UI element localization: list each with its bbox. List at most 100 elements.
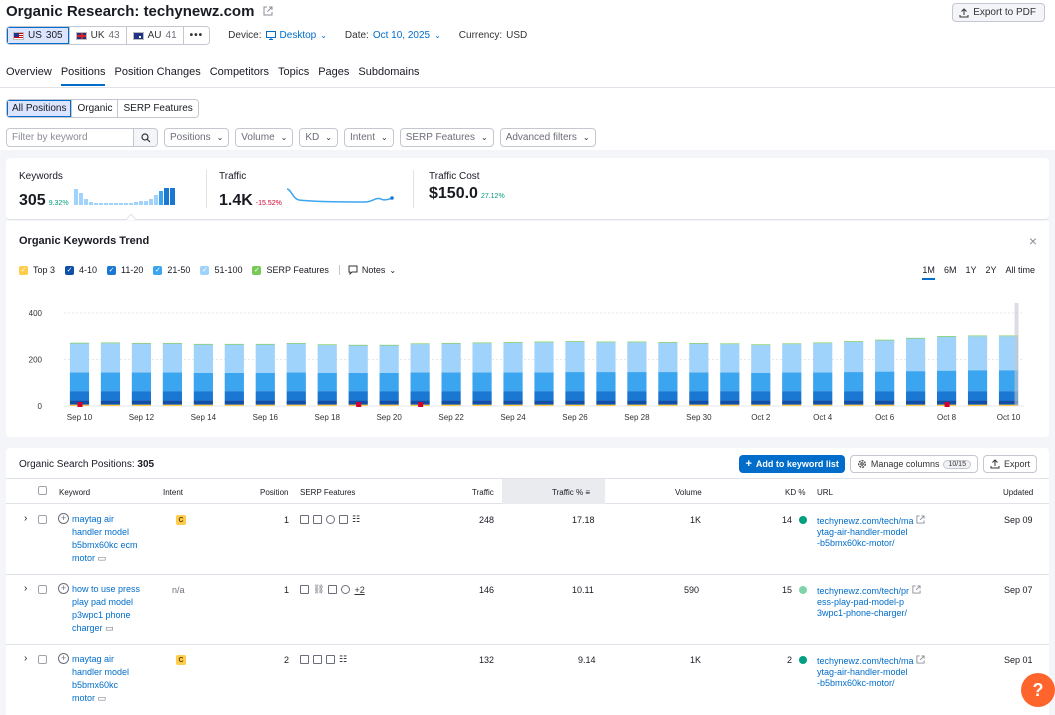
db-us-button[interactable]: US 305 xyxy=(7,27,70,44)
expand-row-icon[interactable]: › xyxy=(24,653,28,664)
range-1m[interactable]: 1M xyxy=(922,265,935,280)
bar-segment xyxy=(906,338,926,372)
tab-pages[interactable]: Pages xyxy=(318,66,350,78)
serp-snippet-icon xyxy=(300,515,309,524)
external-link-icon[interactable] xyxy=(912,585,921,594)
keyword-line: maytag air xyxy=(72,514,115,524)
tab-overview[interactable]: Overview xyxy=(6,66,52,78)
col-intent[interactable]: Intent xyxy=(163,488,184,497)
url-link[interactable]: techynewz.com/tech/ma ytag-air-handler-m… xyxy=(817,515,942,549)
keywords-metric[interactable]: Keywords 305 9.32% xyxy=(19,171,182,210)
add-to-keyword-list-button[interactable]: + Add to keyword list xyxy=(739,455,845,473)
col-serp-features[interactable]: SERP Features xyxy=(300,488,356,497)
range-1y[interactable]: 1Y xyxy=(965,265,977,275)
title-domain[interactable]: techynewz.com xyxy=(143,3,255,20)
manage-columns-button[interactable]: Manage columns 10/15 xyxy=(849,455,978,473)
bar-segment xyxy=(317,344,337,346)
traffic-cost-metric[interactable]: Traffic Cost $150.0 27.12% xyxy=(429,171,505,203)
keyword-line: handler model xyxy=(72,527,130,537)
help-button[interactable]: ? xyxy=(1021,673,1055,707)
row-checkbox[interactable] xyxy=(38,515,47,524)
x-tick-label: Sep 20 xyxy=(376,413,402,422)
trend-chart[interactable]: 0 200 400 Sep 10 Sep 12 Sep 14 Sep 16 Sep 18 Sep… xyxy=(6,299,1049,429)
segment-organic[interactable]: Organic xyxy=(72,100,119,117)
add-keyword-icon[interactable]: + xyxy=(58,583,69,594)
legend-11-20[interactable]: ✓ 11-20 xyxy=(107,265,143,275)
positions-count: 305 xyxy=(137,459,155,470)
bar-segment xyxy=(720,391,740,401)
external-link-icon[interactable] xyxy=(916,655,925,664)
tab-positions[interactable]: Positions xyxy=(60,66,106,86)
col-keyword[interactable]: Keyword xyxy=(59,488,91,497)
serp-preview-icon[interactable]: ▭ xyxy=(105,623,114,633)
external-link-icon[interactable] xyxy=(263,6,273,16)
col-traffic[interactable]: Traffic xyxy=(472,488,494,497)
device-selector[interactable]: Device: Desktop ⌄ xyxy=(228,30,327,41)
serp-features-filter[interactable]: SERP Features ⌄ xyxy=(399,128,494,147)
close-icon[interactable]: × xyxy=(1028,233,1037,249)
positions-filter[interactable]: Positions ⌄ xyxy=(164,128,230,147)
volume-filter[interactable]: Volume ⌄ xyxy=(235,128,294,147)
row-checkbox[interactable] xyxy=(38,655,47,664)
legend-serp-features[interactable]: ✓ SERP Features xyxy=(252,265,329,275)
range-6m[interactable]: 6M xyxy=(943,265,957,275)
tab-competitors[interactable]: Competitors xyxy=(209,66,270,78)
notes-dropdown[interactable]: Notes ⌄ xyxy=(338,265,396,275)
keyword-link[interactable]: maytag air handler model b5bmx60kc ecm m… xyxy=(72,513,167,565)
keyword-filter-input[interactable] xyxy=(6,128,134,147)
keyword-link[interactable]: maytag air handler model b5bmx60kc motor… xyxy=(72,653,167,705)
legend-21-50[interactable]: ✓ 21-50 xyxy=(153,265,190,275)
serp-preview-icon[interactable]: ▭ xyxy=(97,693,107,703)
bar-segment xyxy=(565,400,585,405)
col-updated[interactable]: Updated xyxy=(1003,488,1034,497)
expand-row-icon[interactable]: › xyxy=(24,583,28,594)
intent-filter[interactable]: Intent ⌄ xyxy=(343,128,394,147)
device-value: Desktop xyxy=(279,30,317,41)
col-kd[interactable]: KD % xyxy=(785,488,806,497)
db-au-button[interactable]: AU 41 xyxy=(126,27,184,44)
legend-4-10[interactable]: ✓ 4-10 xyxy=(65,265,97,275)
add-keyword-icon[interactable]: + xyxy=(58,513,69,524)
segment-serp-features[interactable]: SERP Features xyxy=(118,100,198,117)
url-link[interactable]: techynewz.com/tech/ma ytag-air-handler-m… xyxy=(817,655,942,689)
kd-filter[interactable]: KD ⌄ xyxy=(299,128,338,147)
metric-value: $150.0 xyxy=(429,185,478,202)
legend-top3[interactable]: ✓ Top 3 xyxy=(19,265,55,275)
col-traffic-pct[interactable]: Traffic % ≡ xyxy=(502,479,605,504)
table-row[interactable]: › + how to use press play pad model p3wp… xyxy=(6,575,1049,645)
url-line: techynewz.com/tech/pr xyxy=(817,586,910,596)
bar-segment xyxy=(348,391,368,401)
external-link-icon[interactable] xyxy=(916,515,925,524)
table-row[interactable]: › + maytag air handler model b5bmx60kc m… xyxy=(6,645,1049,715)
traffic-metric[interactable]: Traffic 1.4K -15.52% xyxy=(219,171,397,210)
keyword-link[interactable]: how to use press play pad model p3wpc1 p… xyxy=(72,583,167,635)
select-all-checkbox[interactable] xyxy=(38,486,47,495)
expand-row-icon[interactable]: › xyxy=(24,513,28,524)
range-all-time[interactable]: All time xyxy=(1005,265,1035,275)
tab-subdomains[interactable]: Subdomains xyxy=(358,66,420,78)
legend-51-100[interactable]: ✓ 51-100 xyxy=(200,265,242,275)
gear-icon xyxy=(858,460,866,468)
range-2y[interactable]: 2Y xyxy=(985,265,997,275)
row-checkbox[interactable] xyxy=(38,585,47,594)
date-selector[interactable]: Date: Oct 10, 2025 ⌄ xyxy=(345,30,441,41)
serp-preview-icon[interactable]: ▭ xyxy=(97,553,107,563)
table-row[interactable]: › + maytag air handler model b5bmx60kc e… xyxy=(6,505,1049,575)
more-databases-button[interactable]: ••• xyxy=(183,27,210,44)
db-uk-button[interactable]: UK 43 xyxy=(69,27,127,44)
bar-segment xyxy=(998,336,1019,371)
col-url[interactable]: URL xyxy=(817,488,834,497)
export-pdf-button[interactable]: Export to PDF xyxy=(952,3,1045,22)
tab-topics[interactable]: Topics xyxy=(278,66,310,78)
tab-position-changes[interactable]: Position Changes xyxy=(114,66,201,78)
segment-all-positions[interactable]: All Positions xyxy=(7,100,73,117)
search-button[interactable] xyxy=(134,128,158,147)
export-button[interactable]: Export xyxy=(982,455,1037,473)
serp-more-link[interactable]: +2 xyxy=(354,584,365,595)
col-position[interactable]: Position xyxy=(260,488,289,497)
col-volume[interactable]: Volume xyxy=(675,488,702,497)
advanced-filters[interactable]: Advanced filters ⌄ xyxy=(499,128,596,147)
x-tick-label: Oct 2 xyxy=(751,413,771,422)
url-link[interactable]: techynewz.com/tech/pr ess-play-pad-model… xyxy=(817,585,942,619)
add-keyword-icon[interactable]: + xyxy=(58,653,69,664)
